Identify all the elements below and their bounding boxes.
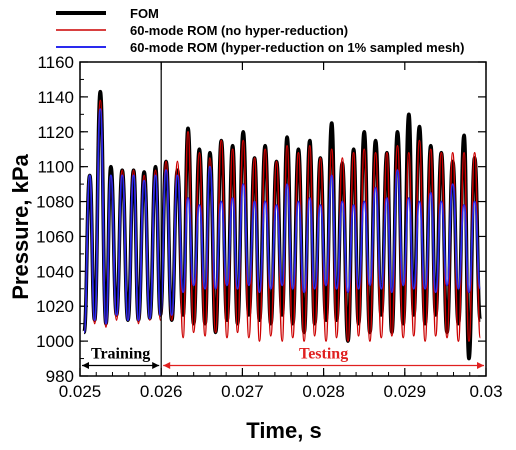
plot-frame <box>79 61 487 377</box>
annotation-label-1: Testing <box>299 346 348 363</box>
y-tick-label: 1140 <box>37 88 74 107</box>
series-group <box>82 89 483 361</box>
x-tick-label: 0.03 <box>469 382 502 401</box>
y-tick-label: 1020 <box>36 297 74 316</box>
annotations: Training Testing <box>82 346 484 370</box>
x-tick-label: 0.028 <box>302 382 345 401</box>
y-tick-label: 1160 <box>37 53 74 72</box>
annotation-arrowhead-left-1 <box>163 362 171 370</box>
annotation-label-0: Training <box>91 346 150 363</box>
annotation-arrowhead-left-0 <box>82 362 89 370</box>
legend-label-rom-hyper: 60-mode ROM (hyper-reduction on 1% sampl… <box>130 40 464 55</box>
x-tick-label: 0.025 <box>59 382 102 401</box>
annotation-arrowhead-right-1 <box>477 362 484 370</box>
x-tick-label: 0.026 <box>140 382 183 401</box>
legend-label-rom: 60-mode ROM (no hyper-reduction) <box>130 23 348 38</box>
y-tick-label: 1000 <box>36 332 74 351</box>
y-tick-label: 1040 <box>36 262 74 281</box>
series-line-2 <box>83 108 482 334</box>
annotation-arrowhead-right-0 <box>152 362 160 370</box>
x-axis-title: Time, s <box>246 418 321 443</box>
y-axis-title: Pressure, kPa <box>8 153 33 299</box>
legend: FOM 60-mode ROM (no hyper-reduction) 60-… <box>56 6 464 55</box>
y-tick-label: 1100 <box>37 158 74 177</box>
y-tick-label: 1080 <box>36 193 74 212</box>
x-tick-label: 0.027 <box>221 382 264 401</box>
y-tick-label: 1060 <box>36 227 74 246</box>
x-tick-label: 0.029 <box>384 382 427 401</box>
tick-group: 0.025 0.026 0.027 0.028 0.029 0.03 980 1000 1020… <box>36 53 502 401</box>
y-tick-label: 980 <box>46 367 74 386</box>
y-tick-label: 1120 <box>37 123 74 142</box>
legend-label-fom: FOM <box>130 6 159 21</box>
